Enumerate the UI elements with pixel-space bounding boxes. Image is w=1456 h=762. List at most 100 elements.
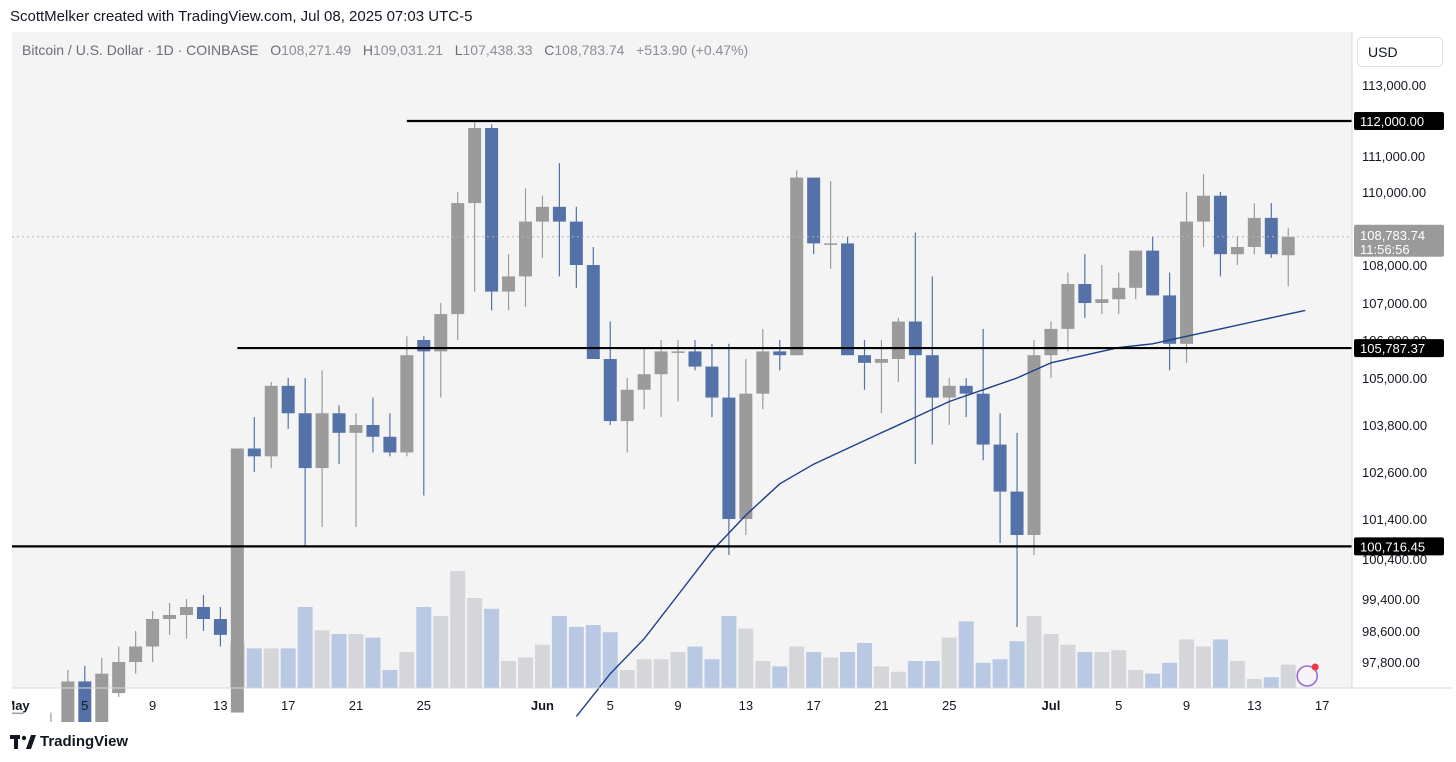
high-value: 109,031.21 (372, 42, 444, 58)
volume-bar (704, 659, 720, 688)
last-price-tag (1354, 224, 1444, 257)
candle-body (61, 681, 75, 732)
candle-body (637, 374, 651, 390)
open-label: O (270, 42, 282, 58)
volume-bar (246, 648, 262, 688)
time-tick-label: 9 (1183, 698, 1190, 713)
candle-body (1061, 284, 1075, 329)
time-tick-label: 25 (942, 698, 956, 713)
volume-bar (433, 616, 449, 688)
candle-body (180, 607, 193, 615)
candle-body (247, 448, 261, 457)
moving-average-line (575, 309, 1306, 717)
currency-button[interactable]: USD (1357, 37, 1443, 67)
candle-body (468, 128, 482, 204)
volume-bar (941, 637, 957, 688)
volume-bar (568, 626, 584, 688)
candle-body (1163, 295, 1177, 344)
time-tick-label: 9 (674, 698, 681, 713)
attribution-text: ScottMelker created with TradingView.com… (10, 8, 473, 25)
time-tick-label: 17 (1315, 698, 1329, 713)
candle-body (1078, 284, 1092, 303)
volume-bar (484, 608, 500, 688)
candle-body (129, 646, 143, 662)
volume-bar (1196, 646, 1211, 688)
volume-bar (1077, 652, 1093, 688)
volume-bar (1009, 641, 1025, 688)
candle-body (1197, 195, 1210, 222)
volume-bar (1128, 670, 1144, 688)
candle-body (78, 681, 92, 725)
candle-body (586, 265, 600, 359)
time-tick-label: May (12, 698, 30, 713)
volume-bar (992, 659, 1008, 688)
volume-bar (653, 659, 669, 688)
time-tick-label: 21 (349, 698, 363, 713)
volume-bar (924, 661, 940, 688)
candle-body (1180, 221, 1194, 344)
volume-bar (263, 648, 279, 688)
time-tick-label: 5 (1115, 698, 1122, 713)
time-tick-label: 5 (607, 698, 614, 713)
chart-area[interactable]: 113,000.00 112,000.00 111,000.00 110,000.00… (4, 32, 1452, 734)
volume-bar (467, 598, 483, 688)
candle-body (1129, 250, 1143, 288)
volume-bar (721, 616, 737, 688)
notification-dot-icon (1311, 663, 1319, 671)
candle-body (620, 389, 634, 422)
volume-bar (1246, 679, 1262, 688)
volume-bar (806, 652, 822, 688)
price-tick-label: 111,000.00 (1362, 149, 1425, 164)
candle-body (502, 276, 516, 292)
candle-body (688, 351, 702, 367)
candle-body (281, 385, 295, 414)
price-tick-label: 110,000.00 (1362, 185, 1426, 200)
volume-bar (331, 634, 347, 688)
volume-bar (823, 657, 839, 688)
candle-body (213, 619, 227, 635)
assistant-icon (1296, 665, 1318, 687)
volume-bar (670, 652, 686, 688)
candle-body (976, 393, 990, 445)
time-tick-label: 9 (149, 698, 156, 713)
open-value: 108,271.49 (281, 42, 352, 58)
candle-body (163, 615, 177, 619)
volume-bar (975, 662, 991, 688)
price-chart[interactable]: 113,000.00 112,000.00 111,000.00 110,000.00… (4, 32, 1452, 734)
time-tick-label: 17 (806, 698, 820, 713)
candle-body (230, 448, 244, 713)
candle-body (925, 355, 939, 398)
price-tick-label: 102,600.00 (1362, 465, 1427, 480)
candle-body (1112, 287, 1126, 300)
volume-bar (585, 625, 601, 688)
candle-body (298, 413, 312, 469)
volume-bar (619, 670, 635, 688)
price-tick-label: 98,600.00 (1362, 624, 1420, 639)
level-price-tag (1354, 339, 1444, 358)
candle-body (519, 221, 532, 277)
volume-bar (450, 571, 466, 688)
level-price-tag (1354, 112, 1444, 130)
candle-body (654, 351, 668, 375)
level-price-tag (1354, 537, 1444, 556)
volume-bar (365, 637, 381, 688)
candle-body (1213, 195, 1227, 255)
candle-body (535, 206, 549, 222)
price-tick-label: 99,400.00 (1362, 592, 1420, 607)
candle-body (841, 243, 855, 356)
candle-body (671, 351, 685, 353)
candle-body (908, 321, 922, 356)
candle-body (451, 203, 465, 315)
price-tick-label: 101,400.00 (1362, 512, 1427, 527)
price-tick-label: 103,800.00 (1362, 418, 1427, 433)
candle-body (1264, 217, 1278, 255)
candle-body (1230, 247, 1244, 255)
volume-bar (873, 666, 889, 688)
volume-bar (602, 632, 618, 688)
time-tick-label: Jul (1042, 698, 1061, 713)
candle-body (705, 366, 719, 398)
candle-body (146, 619, 160, 647)
candle-body (417, 340, 431, 352)
volume-bar (1111, 650, 1127, 688)
candle-body (196, 607, 210, 619)
